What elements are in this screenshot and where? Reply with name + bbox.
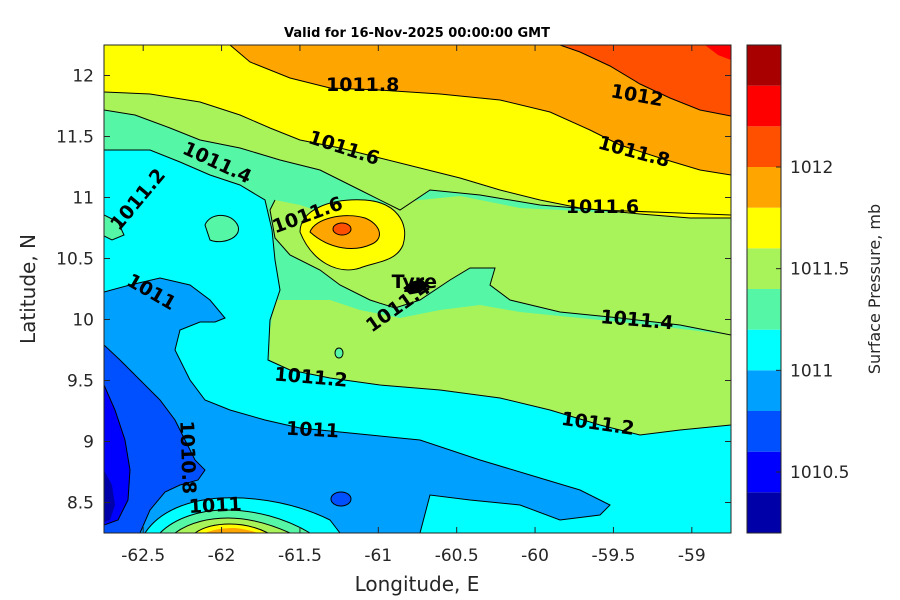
contour-label: 1011 [188, 493, 242, 518]
place-label: Tyre [392, 271, 437, 293]
colorbar-swatch [747, 167, 781, 208]
x-tick-label: -59 [678, 546, 706, 566]
colorbar [746, 44, 782, 534]
colorbar-label: Surface Pressure, mb [865, 204, 884, 374]
contour-south-1011 [144, 497, 341, 533]
contour-south-1011-4 [174, 517, 291, 533]
band-1010-8 [104, 278, 610, 533]
x-axis-ticks: -62.5 -62 -61.5 -61 -60.5 -60 -59.5 -59 [121, 45, 706, 566]
y-axis-ticks: 8.5 9 9.5 10 10.5 11 11.5 12 [56, 67, 731, 514]
contour-1011-4 [104, 109, 731, 216]
contour-1011-4-b [269, 199, 731, 336]
contour-lines [104, 45, 731, 533]
colorbar-tick-label: 1011 [790, 361, 833, 381]
cell-1011-2-dot [335, 348, 343, 358]
contour-1010-8 [104, 344, 206, 533]
y-tick-label: 10.5 [56, 250, 94, 270]
x-tick-label: -60.5 [435, 546, 479, 566]
contour-1011-8 [229, 45, 731, 176]
cell-1010-8-dot [331, 492, 351, 506]
x-tick-label: -60 [521, 546, 549, 566]
colorbar-swatch [747, 329, 781, 371]
contour-dot-1010-8 [330, 491, 352, 507]
y-tick-label: 11.5 [56, 128, 94, 148]
contour-1011-2 [104, 149, 731, 436]
cell-1011-2-inner [205, 215, 239, 242]
band-1012-2 [705, 45, 731, 60]
contour-dot-1011-2 [334, 347, 344, 359]
y-tick-label: 8.5 [67, 494, 94, 514]
contour-south-1011-2 [159, 509, 311, 533]
y-tick-label: 9 [83, 433, 94, 453]
colorbar-swatch [747, 289, 781, 330]
band-1012 [560, 45, 731, 116]
contour-1010-6 [104, 384, 131, 526]
contour-label: 1011.8 [326, 74, 399, 96]
x-tick-label: -62 [208, 546, 236, 566]
place-labels: Tyre [392, 271, 437, 293]
y-tick-label: 9.5 [67, 372, 94, 392]
colorbar-swatch [747, 451, 781, 493]
cell-1012-island [333, 223, 351, 235]
x-tick-label: -59.5 [591, 546, 635, 566]
x-tick-label: -61.5 [278, 546, 322, 566]
cell-1011-2-west [104, 215, 124, 240]
y-tick-label: 10 [72, 311, 94, 331]
colorbar-tick-label: 1010.5 [790, 463, 849, 483]
contour-south-1011-6 [194, 523, 269, 533]
x-tick-label: -62.5 [121, 546, 165, 566]
x-axis-label: Longitude, E [355, 572, 480, 596]
south-high-1011-8 [205, 528, 258, 533]
contour-lake-shape [403, 279, 429, 295]
colorbar-tick-label: 1011.5 [790, 260, 849, 280]
y-tick-label: 12 [72, 67, 94, 87]
colorbar-swatch [747, 45, 781, 86]
colorbar-swatch [747, 126, 781, 167]
band-1011-8 [230, 45, 731, 175]
y-tick-label: 11 [72, 189, 94, 209]
contour-1011-6 [104, 91, 731, 219]
colorbar-swatch [747, 85, 781, 127]
contour-label: 1011.6 [566, 196, 639, 218]
colorbar-ticks: 1010.5 1011 1011.5 1012 [776, 158, 849, 483]
contour-label: 1011 [286, 418, 340, 443]
contour-island-1011-6 [299, 199, 406, 271]
band-1011-4-south [270, 300, 731, 435]
contour-1011 [104, 277, 611, 533]
band-1010-2 [104, 470, 115, 522]
contour-label: 1010.8 [175, 420, 200, 494]
contour-island-1011-8 [309, 215, 380, 249]
contour-island-1012 [332, 222, 352, 236]
pressure-field [104, 45, 731, 533]
colorbar-tick-label: 1012 [790, 158, 833, 178]
colorbar-swatch [747, 207, 781, 249]
y-axis-label: Latitude, N [16, 234, 40, 344]
contour-inner-1011-2 [204, 214, 239, 243]
contour-1012 [559, 45, 731, 117]
colorbar-swatch [747, 248, 781, 289]
colorbar-swatch [747, 492, 781, 533]
contour-west-1011-2 [104, 214, 125, 241]
plot-frame [103, 44, 732, 534]
colorbar-swatch [747, 411, 781, 452]
colorbar-swatch [747, 370, 781, 411]
x-tick-label: -61 [364, 546, 392, 566]
map-title: Valid for 16-Nov-2025 00:00:00 GMT [284, 26, 550, 41]
colorbar-frame [746, 44, 782, 534]
